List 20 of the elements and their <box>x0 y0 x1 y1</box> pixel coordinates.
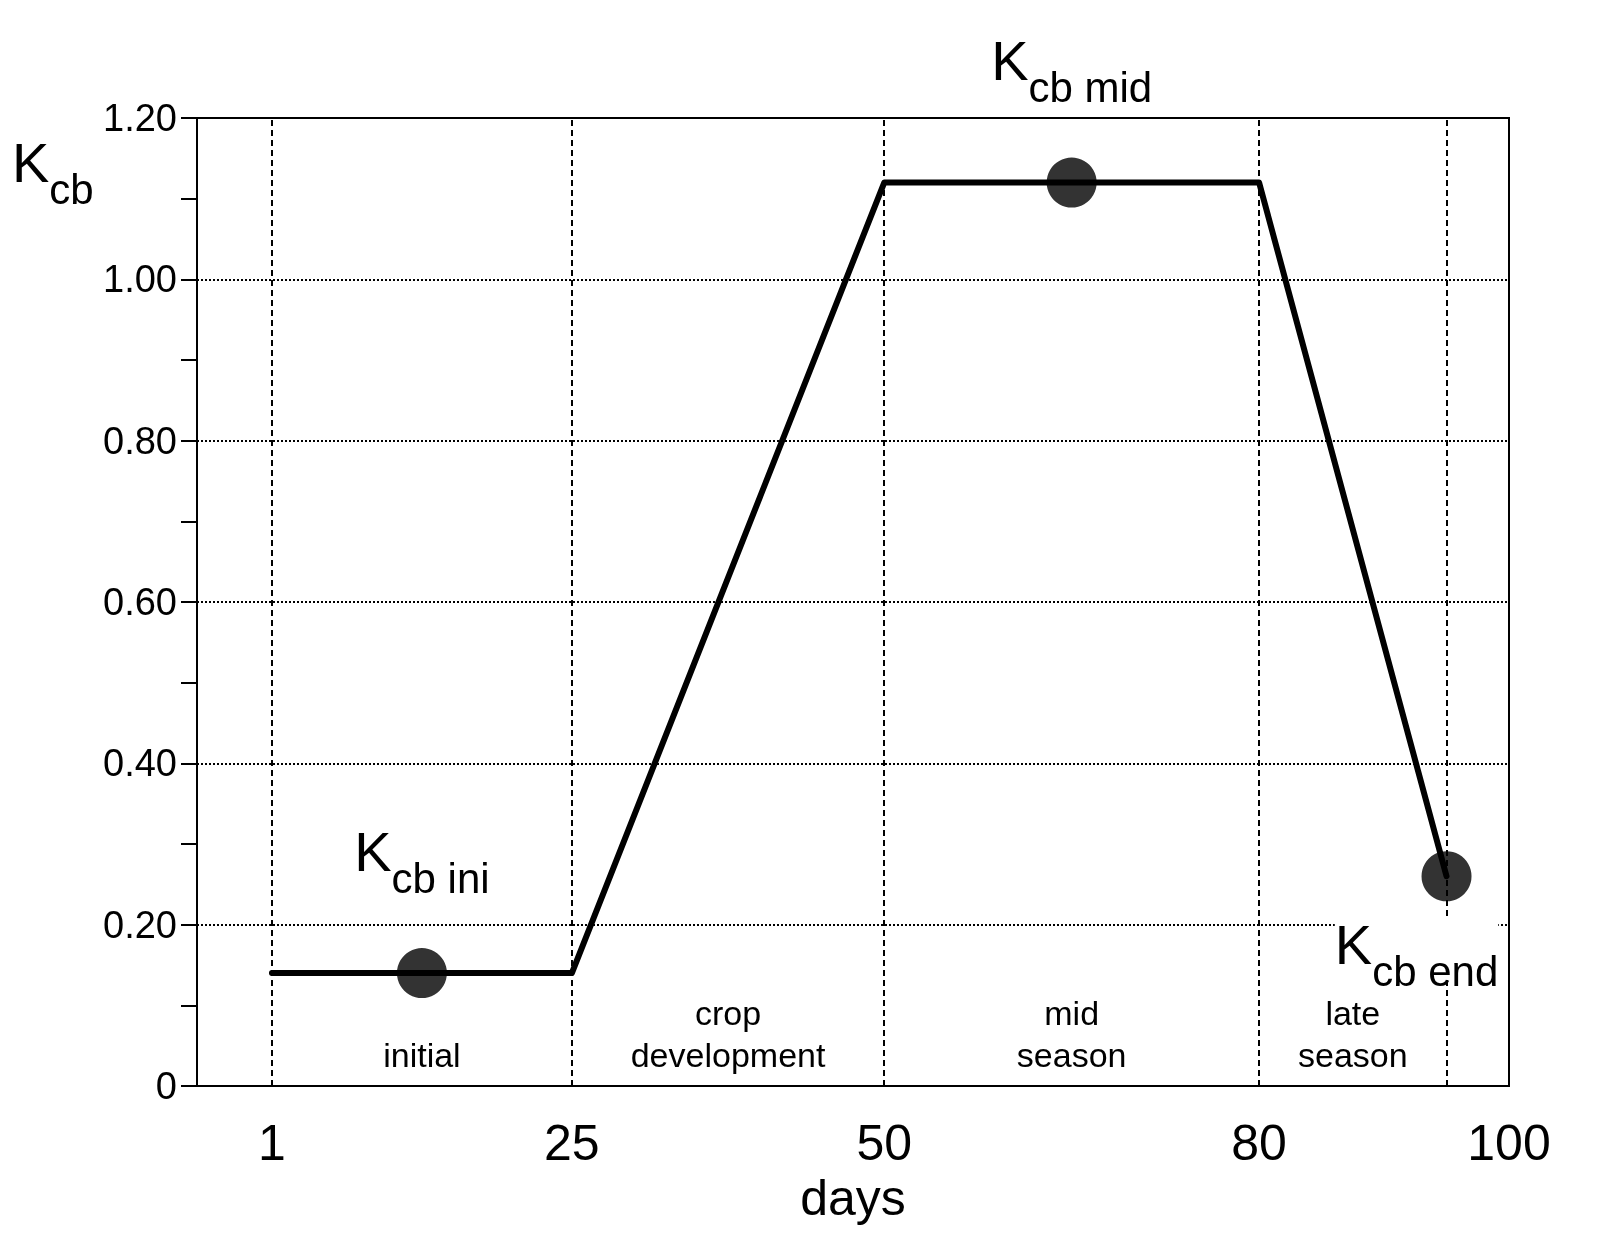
y-tick-label: 1.20 <box>103 97 177 139</box>
y-tick-label: 0.60 <box>103 581 177 623</box>
y-tick-label: 0 <box>155 1065 177 1107</box>
point <box>1421 851 1472 902</box>
y-tick-label: 0.80 <box>103 419 177 462</box>
x-tick-label: 25 <box>544 1115 600 1171</box>
x-tick-label: 100 <box>1467 1115 1551 1171</box>
point <box>1046 157 1097 208</box>
annotation: mid season <box>1016 994 1127 1074</box>
annotation: crop development <box>630 994 826 1074</box>
y-tick-label: 0.20 <box>103 903 177 946</box>
y-tick-label: 0.40 <box>103 742 177 785</box>
x-axis-title: days <box>800 1169 906 1226</box>
x-tick-label: 80 <box>1231 1115 1287 1171</box>
annotation: initial <box>383 1036 461 1074</box>
x-tick-label: 50 <box>856 1115 913 1171</box>
y-tick-label: 1.00 <box>103 258 177 301</box>
point <box>396 948 447 999</box>
x-tick-label: 1 <box>258 1115 286 1171</box>
annotation: late season <box>1297 994 1408 1074</box>
